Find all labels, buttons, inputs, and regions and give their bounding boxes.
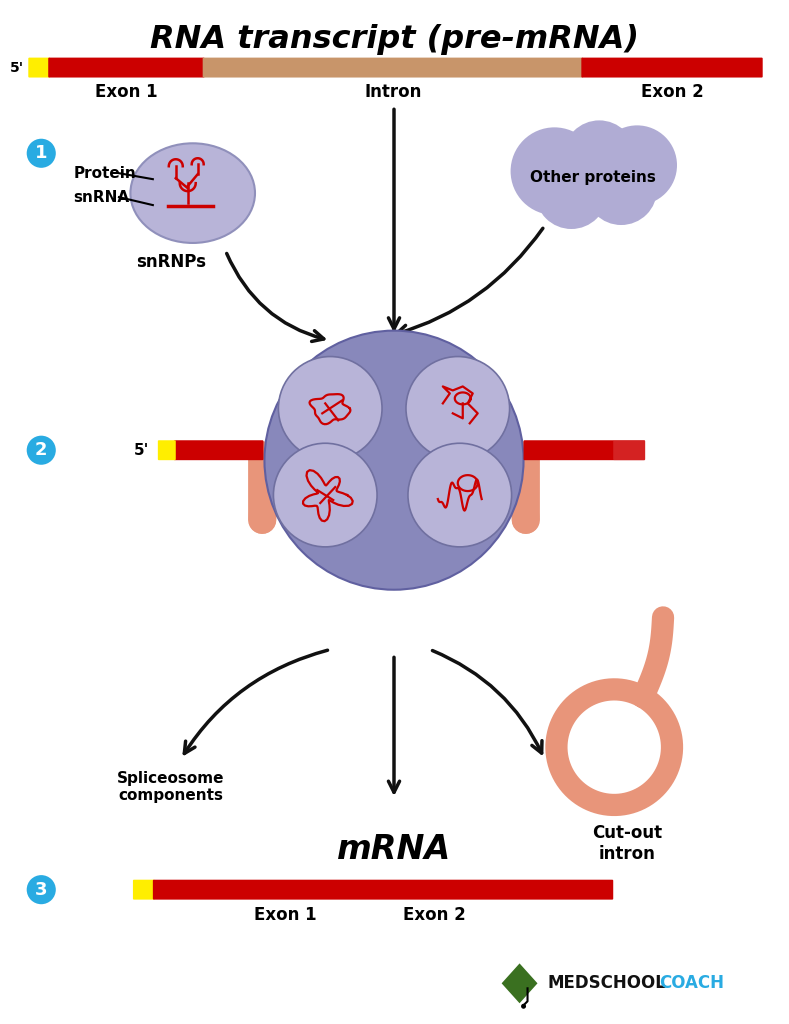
Text: 3: 3 — [35, 881, 47, 899]
Circle shape — [279, 356, 382, 460]
Ellipse shape — [130, 143, 255, 243]
Text: 1: 1 — [35, 144, 47, 162]
FancyBboxPatch shape — [581, 57, 763, 78]
Polygon shape — [502, 964, 537, 1004]
Circle shape — [510, 127, 598, 215]
FancyBboxPatch shape — [158, 440, 176, 460]
Text: Spliceosome
components: Spliceosome components — [117, 771, 225, 804]
FancyBboxPatch shape — [153, 880, 613, 900]
Text: RNA transcript (pre-mRNA): RNA transcript (pre-mRNA) — [149, 24, 638, 54]
FancyBboxPatch shape — [524, 440, 645, 460]
Text: snRNA: snRNA — [73, 189, 129, 205]
FancyBboxPatch shape — [174, 440, 264, 460]
FancyBboxPatch shape — [203, 57, 583, 78]
Text: Other proteins: Other proteins — [530, 170, 656, 184]
FancyBboxPatch shape — [28, 57, 50, 78]
Text: 5': 5' — [133, 442, 149, 458]
Circle shape — [597, 125, 677, 205]
Text: Exon 1: Exon 1 — [254, 905, 316, 924]
Circle shape — [408, 443, 511, 547]
Text: 2: 2 — [35, 441, 47, 459]
Circle shape — [563, 121, 635, 193]
Circle shape — [585, 154, 657, 225]
Text: snRNPs: snRNPs — [136, 253, 206, 271]
Circle shape — [25, 873, 57, 905]
Text: Cut-out
intron: Cut-out intron — [592, 824, 662, 862]
Text: MEDSCHOOL: MEDSCHOOL — [548, 974, 667, 992]
FancyBboxPatch shape — [48, 57, 204, 78]
Circle shape — [264, 331, 524, 590]
Text: Exon 1: Exon 1 — [95, 83, 157, 100]
Circle shape — [521, 1004, 526, 1009]
Text: COACH: COACH — [659, 974, 724, 992]
Text: Protein: Protein — [73, 166, 136, 180]
Circle shape — [25, 137, 57, 169]
Circle shape — [274, 443, 377, 547]
Text: Exon 2: Exon 2 — [641, 83, 704, 100]
Text: Intron: Intron — [365, 83, 421, 100]
Circle shape — [536, 158, 608, 229]
FancyBboxPatch shape — [133, 880, 155, 900]
Circle shape — [25, 434, 57, 466]
Text: 5': 5' — [10, 60, 24, 75]
FancyBboxPatch shape — [613, 440, 645, 460]
Circle shape — [406, 356, 510, 460]
Text: Exon 2: Exon 2 — [403, 905, 466, 924]
Text: mRNA: mRNA — [337, 833, 451, 865]
